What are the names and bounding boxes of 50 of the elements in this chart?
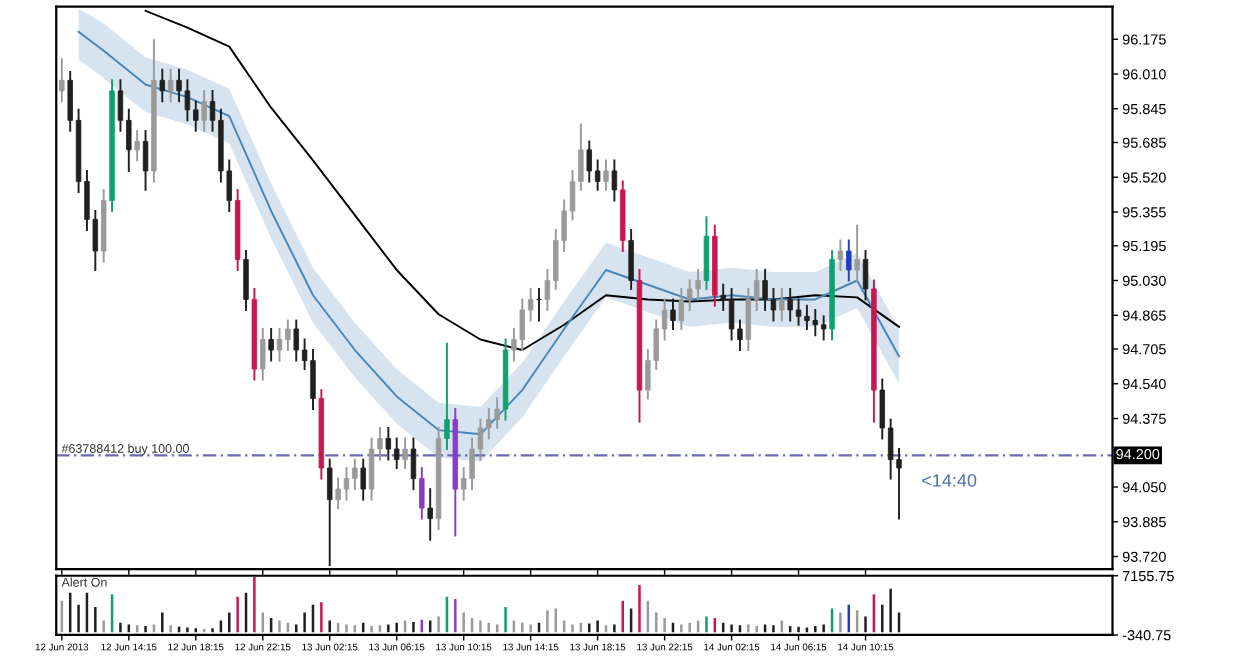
- candlestick: [678, 287, 685, 330]
- candlestick: [327, 458, 333, 566]
- candlestick: [745, 287, 752, 351]
- candlestick: [779, 287, 785, 322]
- candlestick: [728, 287, 735, 341]
- candlestick: [770, 287, 777, 322]
- candlestick: [59, 58, 65, 103]
- candlestick: [368, 437, 375, 501]
- candlestick: [176, 68, 182, 103]
- candlestick: [820, 315, 827, 341]
- candlestick: [795, 298, 802, 326]
- candlestick: [276, 327, 283, 362]
- candlestick: [243, 250, 249, 311]
- candlestick: [837, 239, 844, 271]
- candlestick: [804, 304, 810, 330]
- candlestick: [335, 477, 341, 510]
- annotation: <14:40: [922, 473, 977, 487]
- candlestick: [444, 342, 450, 451]
- candlestick: [494, 397, 500, 429]
- candlestick: [427, 488, 433, 541]
- candlestick: [360, 458, 366, 501]
- candlestick: [310, 349, 316, 410]
- candlestick: [167, 68, 174, 103]
- candlestick: [201, 89, 207, 132]
- candlestick: [268, 327, 274, 362]
- candlestick: [703, 216, 710, 290]
- candlestick: [134, 129, 140, 162]
- candlestick: [812, 309, 819, 337]
- candlestick: [419, 467, 425, 520]
- candlestick: [352, 458, 358, 491]
- candlestick: [285, 319, 291, 351]
- candlestick: [670, 298, 676, 330]
- candlestick: [628, 228, 634, 290]
- candlestick: [695, 268, 701, 301]
- candlestick: [410, 437, 417, 491]
- candlestick: [762, 268, 768, 311]
- candlestick: [385, 427, 392, 461]
- candlestick: [846, 239, 852, 282]
- candlestick: [184, 79, 191, 122]
- candlestick: [862, 250, 869, 301]
- candlestick: [343, 467, 350, 501]
- candlestick: [402, 437, 408, 469]
- candlestick: [159, 68, 166, 103]
- candlestick: [603, 159, 609, 191]
- candlestick: [393, 437, 400, 469]
- candlestick: [519, 298, 526, 351]
- candlestick: [260, 327, 266, 381]
- candlestick: [142, 129, 149, 191]
- candlestick: [854, 224, 860, 282]
- candlestick: [611, 159, 618, 202]
